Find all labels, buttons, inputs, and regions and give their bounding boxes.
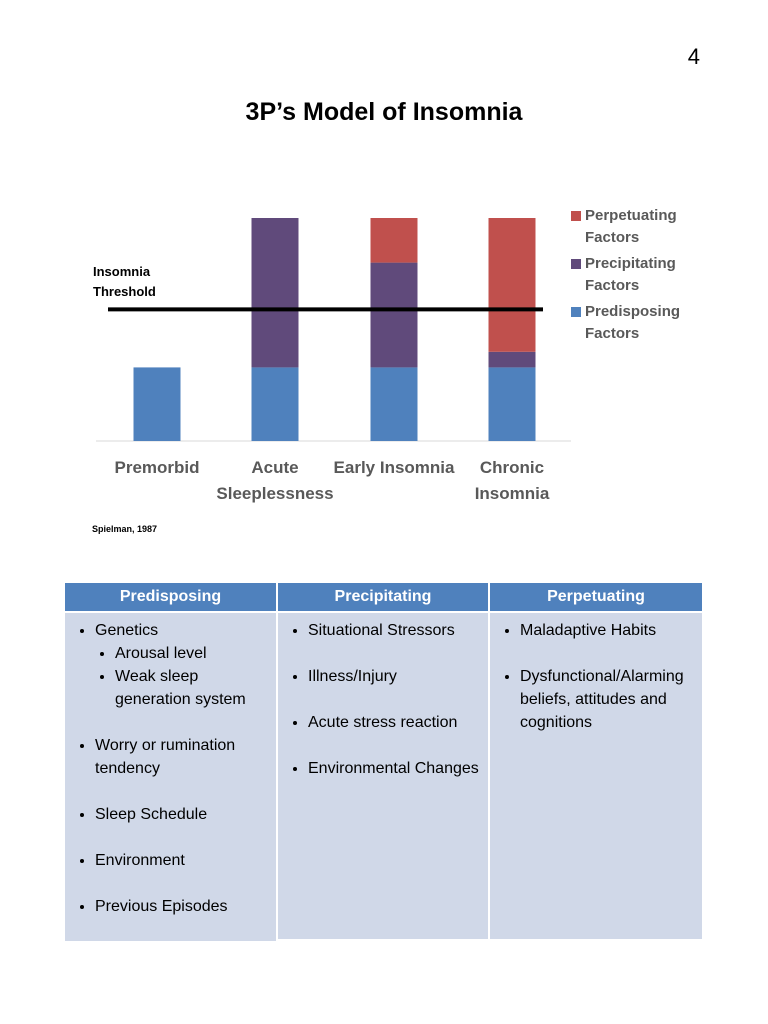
page-number: 4 (687, 44, 700, 69)
x-tick-label: Acute Sleeplessness (216, 458, 334, 503)
sub-item: Weak sleep generation system (115, 665, 270, 711)
legend-label: Precipitating Factors (585, 255, 676, 294)
bar-segment (251, 367, 299, 441)
factor-table: Predisposing Genetics Arousal levelWeak sl… (65, 583, 702, 941)
bullet-item: Illness/Injury (308, 665, 482, 688)
bar-segment (133, 367, 181, 441)
chart (96, 211, 581, 442)
sub-list: Arousal levelWeak sleep generation syste… (95, 642, 270, 711)
bar-segment (370, 262, 418, 368)
bar-segment (370, 218, 418, 263)
bullet-list: Genetics Arousal levelWeak sleep generati… (71, 619, 270, 918)
column-body: Genetics Arousal levelWeak sleep generati… (65, 613, 276, 941)
x-tick-label: Early Insomnia (333, 458, 455, 477)
sub-item: Arousal level (115, 642, 270, 665)
bar-segment (370, 367, 418, 441)
source: Spielman, 1987 (92, 524, 158, 534)
bullet-item: Sleep Schedule (95, 803, 270, 826)
legend-swatch (571, 211, 581, 221)
legend-label: Perpetuating Factors (585, 207, 677, 246)
table-column: Precipitating Situational Stressors Illnes… (276, 583, 488, 939)
bullet-item: Maladaptive Habits (520, 619, 696, 642)
item-text: Previous Episodes (95, 898, 228, 915)
bar-segment (488, 351, 536, 368)
bullet-item: Previous Episodes (95, 895, 270, 918)
bullet-item: Environment (95, 849, 270, 872)
bullet-item: Acute stress reaction (308, 711, 482, 734)
threshold-label: Insomnia Threshold (93, 264, 156, 299)
bullet-item: Genetics Arousal levelWeak sleep generati… (95, 619, 270, 711)
bullet-item: Dysfunctional/Alarming beliefs, attitude… (520, 665, 696, 734)
item-text: Sleep Schedule (95, 806, 208, 823)
column-header: Predisposing (65, 583, 276, 613)
item-text: Acute stress reaction (308, 714, 458, 731)
bullet-list: Maladaptive Habits Dysfunctional/Alarming… (496, 619, 696, 734)
bullet-item: Worry or rumination tendency (95, 734, 270, 780)
bullet-item: Environmental Changes (308, 757, 482, 780)
item-text: Worry or rumination tendency (95, 737, 236, 777)
legend-swatch (571, 259, 581, 269)
item-text: Maladaptive Habits (520, 622, 657, 639)
column-body: Maladaptive Habits Dysfunctional/Alarming… (490, 613, 702, 939)
bar-segment (251, 218, 299, 368)
chart-title: 3P’s Model of Insomnia (245, 98, 523, 126)
x-tick-label: Chronic Insomnia (474, 458, 550, 503)
bar-segment (488, 218, 536, 352)
table-column: Predisposing Genetics Arousal levelWeak sl… (65, 583, 276, 941)
item-text: Situational Stressors (308, 622, 455, 639)
legend-label: Predisposing Factors (585, 303, 681, 342)
item-text: Dysfunctional/Alarming beliefs, attitude… (520, 668, 684, 731)
column-header: Precipitating (278, 583, 488, 613)
item-text: Illness/Injury (308, 668, 397, 685)
column-body: Situational Stressors Illness/Injury Acute… (278, 613, 488, 939)
bar-segment (488, 367, 536, 441)
x-tick-label: Premorbid (114, 458, 200, 477)
item-text: Environmental Changes (308, 760, 479, 777)
column-header: Perpetuating (490, 583, 702, 613)
bullet-item: Situational Stressors (308, 619, 482, 642)
table-column: Perpetuating Maladaptive Habits Dysfunctio… (488, 583, 702, 939)
item-text: Environment (95, 852, 185, 869)
legend-swatch (571, 307, 581, 317)
item-text: Genetics (95, 622, 159, 639)
bullet-list: Situational Stressors Illness/Injury Acute… (284, 619, 482, 780)
